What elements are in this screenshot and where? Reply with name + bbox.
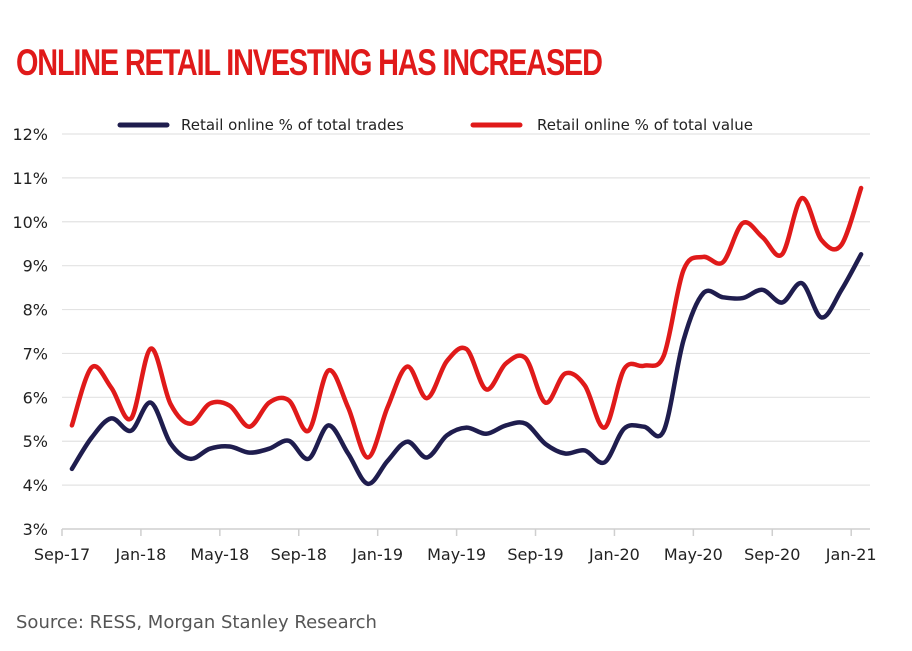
y-tick-label: 5%: [23, 432, 48, 451]
series-line-trades: [69, 252, 864, 487]
legend-item-trades: Retail online % of total trades: [117, 116, 404, 134]
x-tick-label: Jan-21: [825, 545, 877, 564]
x-tick-label: Sep-18: [271, 545, 327, 564]
y-tick-label: 10%: [12, 213, 48, 232]
y-tick-label: 11%: [12, 169, 48, 188]
legend-label-value: Retail online % of total value: [537, 116, 753, 134]
series-lines: [69, 185, 864, 487]
y-tick-label: 4%: [23, 476, 48, 495]
x-tick-label: Sep-17: [34, 545, 90, 564]
x-tick-label: May-18: [190, 545, 249, 564]
x-tick-label: Jan-20: [588, 545, 640, 564]
chart-title: ONLINE RETAIL INVESTING HAS INCREASED: [16, 42, 603, 83]
x-tick-label: Sep-19: [507, 545, 563, 564]
x-tick-label: Jan-18: [115, 545, 167, 564]
gridlines: [62, 133, 870, 486]
series-line-value: [69, 185, 864, 460]
x-tick-label: May-20: [664, 545, 723, 564]
legend: Retail online % of total trades Retail o…: [117, 116, 753, 134]
y-tick-label: 3%: [23, 520, 48, 539]
y-tick-label: 7%: [23, 344, 48, 363]
y-tick-label: 8%: [23, 301, 48, 320]
y-tick-label: 12%: [12, 125, 48, 144]
x-tick-label: Jan-19: [351, 545, 403, 564]
x-tick-label: May-19: [427, 545, 486, 564]
y-tick-label: 9%: [23, 257, 48, 276]
x-tick-label: Sep-20: [744, 545, 800, 564]
y-tick-label: 6%: [23, 388, 48, 407]
y-axis: 3% 4% 5% 6% 7% 8% 9% 10% 11% 12%: [12, 125, 48, 539]
x-axis: Sep-17 Jan-18 May-18 Sep-18 Jan-19 May-19 Sep-…: [34, 528, 877, 564]
source-note: Source: RESS, Morgan Stanley Research: [16, 612, 377, 633]
legend-label-trades: Retail online % of total trades: [181, 116, 404, 134]
legend-item-value: Retail online % of total value: [470, 116, 753, 134]
